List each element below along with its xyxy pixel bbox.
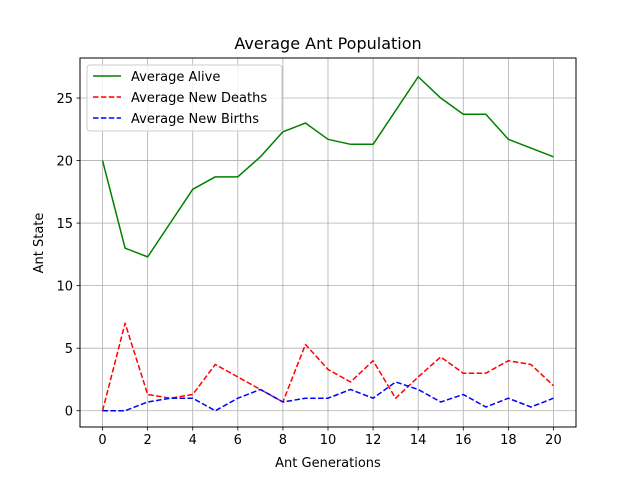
series-line-2 (101, 322, 554, 411)
x-tick-label: 12 (365, 433, 382, 448)
legend: Average Alive Average New Deaths Average N… (86, 64, 283, 132)
y-axis-title: Ant State (32, 213, 47, 274)
x-tick-label: 4 (189, 433, 197, 448)
x-tick-label: 8 (279, 433, 287, 448)
series-line-1 (101, 76, 554, 258)
x-tick-label: 14 (410, 433, 427, 448)
legend-box (86, 64, 283, 132)
x-tick-label: 20 (545, 433, 562, 448)
axis-ticks: 0 2 4 6 8 10 12 14 16 18 20 0 5 10 15 20 25 (56, 92, 561, 448)
x-tick-label: 2 (143, 433, 151, 448)
x-tick-label: 6 (234, 433, 242, 448)
legend-label-1: Average Alive (131, 70, 220, 85)
x-tick-label: 18 (500, 433, 517, 448)
y-tick-label: 25 (56, 92, 73, 107)
x-tick-label: 16 (455, 433, 472, 448)
x-tick-label: 10 (320, 433, 337, 448)
x-tick-label: 0 (98, 433, 106, 448)
legend-label-3: Average New Births (131, 112, 259, 127)
chart-title: Average Ant Population (234, 34, 421, 53)
y-tick-label: 0 (65, 405, 73, 420)
x-axis-title: Ant Generations (275, 456, 381, 471)
series-line-3 (102, 381, 554, 412)
y-tick-label: 20 (56, 155, 73, 170)
y-tick-label: 10 (56, 280, 73, 295)
legend-label-2: Average New Deaths (131, 91, 267, 106)
y-tick-label: 15 (56, 217, 73, 232)
y-tick-label: 5 (65, 342, 73, 357)
series-lines (101, 76, 554, 412)
